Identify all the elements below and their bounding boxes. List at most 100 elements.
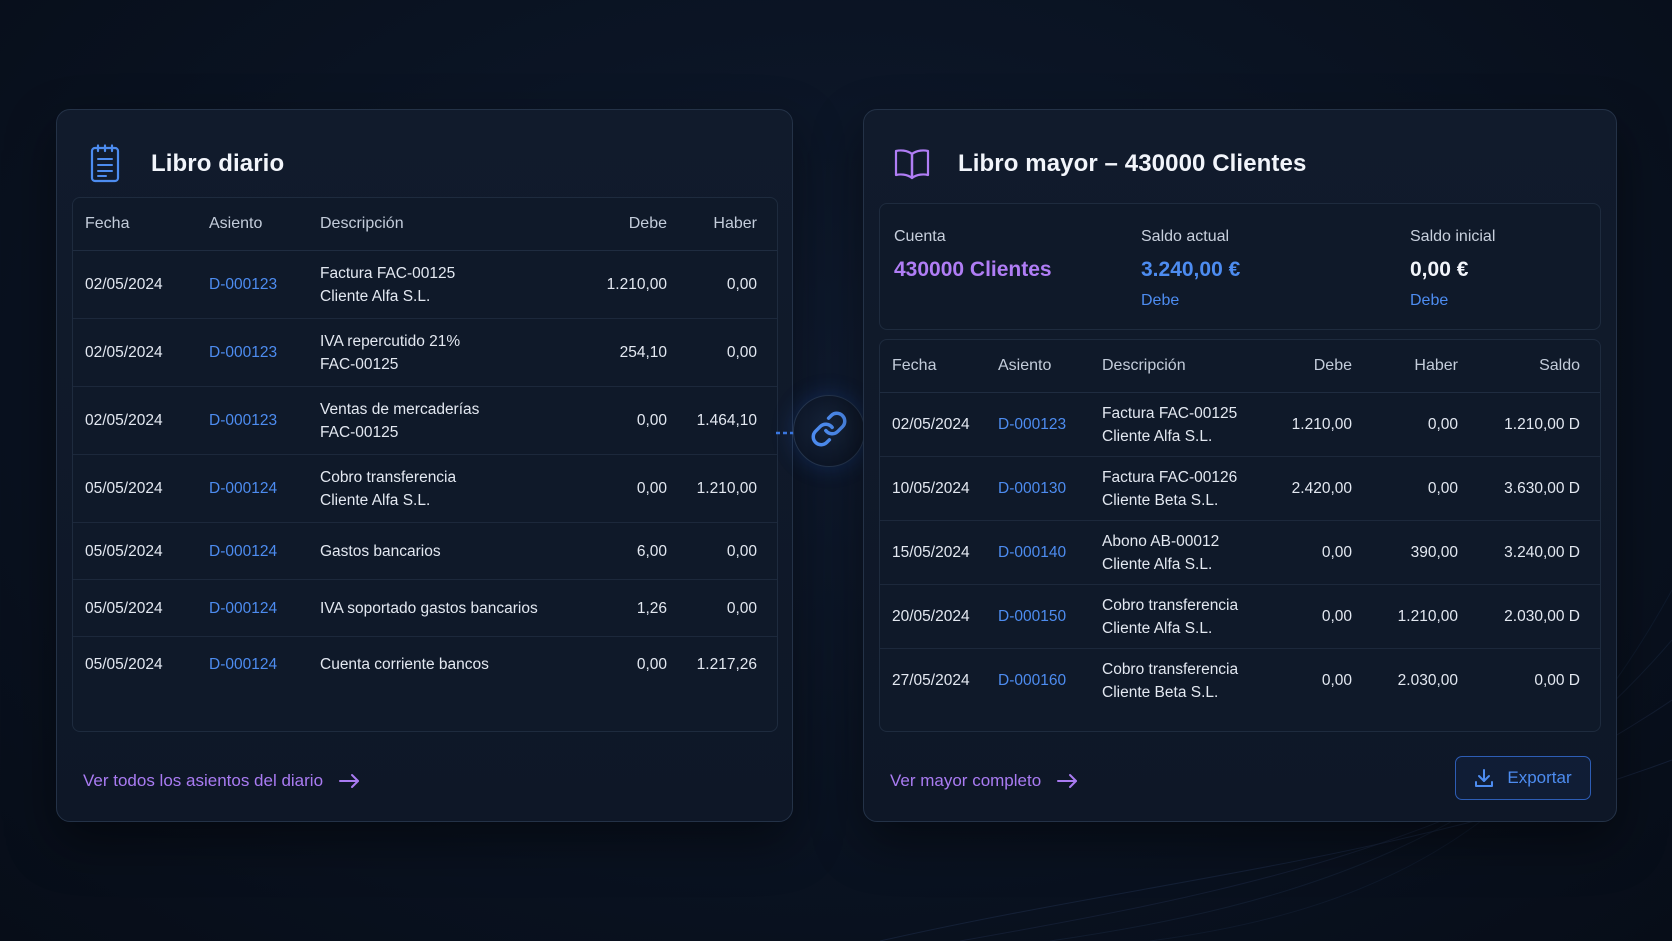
col-fecha: Fecha: [73, 198, 209, 251]
open-book-icon: [890, 142, 934, 186]
ledger-view-full-link[interactable]: Ver mayor completo: [890, 771, 1079, 791]
cell-fecha: 27/05/2024: [892, 672, 970, 690]
cell-asiento-link[interactable]: D-000124: [209, 522, 320, 580]
cell-haber: 2.030,00: [1397, 672, 1458, 690]
cell-fecha: 05/05/2024: [73, 522, 209, 580]
col-haber: Haber: [667, 198, 777, 251]
description-subline: Cliente Alfa S.L.: [320, 491, 431, 509]
col-saldo: Saldo: [1458, 340, 1600, 393]
cell-descripcion: IVA repercutido 21% FAC-00125: [320, 318, 570, 387]
cell-debe: 0,00: [1262, 520, 1352, 585]
cell-descripcion: Factura FAC-00125 Cliente Alfa S.L.: [320, 250, 570, 319]
summary-saldo-inicial: Saldo inicial 0,00 € Debe: [1410, 228, 1495, 310]
cell-asiento-link[interactable]: D-000123: [998, 392, 1102, 457]
cell-descripcion: Gastos bancarios: [320, 522, 570, 580]
cell-haber: 0,00: [667, 250, 777, 319]
journal-table: Fecha Asiento Descripción Debe Haber 02/…: [72, 197, 778, 732]
arrow-right-icon: [339, 773, 361, 789]
col-asiento: Asiento: [209, 198, 320, 251]
description-line: IVA repercutido 21%: [320, 332, 461, 350]
cell-fecha: 05/05/2024: [73, 579, 209, 637]
cell-debe: 1,26: [570, 579, 667, 637]
arrow-right-icon: [1057, 773, 1079, 789]
cell-asiento-link[interactable]: D-000124: [209, 655, 278, 673]
cell-descripcion: Ventas de mercaderías FAC-00125: [320, 386, 570, 455]
table-row: 05/05/2024 D-000124 Gastos bancarios 6,00 0,…: [73, 522, 777, 580]
description-line: Ventas de mercaderías: [320, 400, 480, 418]
export-button[interactable]: Exportar: [1455, 756, 1591, 800]
cell-debe: 0,00: [1321, 672, 1352, 690]
description-subline: FAC-00125: [320, 355, 399, 373]
cell-haber: 0,00: [667, 579, 777, 637]
cuenta-value: 430000 Clientes: [894, 258, 1052, 281]
description-line: Cuenta corriente bancos: [320, 655, 489, 673]
table-row: 02/05/2024 D-000123 Ventas de mercaderías F…: [73, 386, 777, 455]
cell-asiento-link[interactable]: D-000123: [209, 250, 320, 319]
ledger-table: Fecha Asiento Descripción Debe Haber Sal…: [879, 339, 1601, 732]
cell-asiento-link[interactable]: D-000124: [209, 454, 320, 523]
table-row: 05/05/2024 D-000124 IVA soportado gastos b…: [73, 579, 777, 637]
cell-fecha: 02/05/2024: [73, 318, 209, 387]
cell-fecha: 02/05/2024: [73, 386, 209, 455]
cuenta-label: Cuenta: [894, 228, 946, 245]
cell-fecha: 05/05/2024: [85, 655, 163, 673]
description-line: IVA soportado gastos bancarios: [320, 599, 538, 617]
cell-debe: 0,00: [570, 386, 667, 455]
cell-descripcion: Factura FAC-00125 Cliente Alfa S.L.: [1102, 392, 1262, 457]
col-haber: Haber: [1352, 340, 1458, 393]
journal-title: Libro diario: [151, 150, 285, 177]
cell-descripcion: Cuenta corriente bancos: [320, 637, 570, 692]
cell-haber: 1.210,00: [667, 454, 777, 523]
cell-asiento-link[interactable]: D-000140: [998, 520, 1102, 585]
cell-fecha: 05/05/2024: [73, 454, 209, 523]
cell-saldo: 0,00 D: [1534, 672, 1580, 690]
saldo-inicial-label: Saldo inicial: [1410, 228, 1496, 245]
table-row: 02/05/2024 D-000123 Factura FAC-00125 Clien…: [73, 250, 777, 319]
cell-debe: 6,00: [570, 522, 667, 580]
description-subline: Cliente Alfa S.L.: [1102, 619, 1213, 637]
cell-descripcion: Abono AB-00012 Cliente Alfa S.L.: [1102, 520, 1262, 585]
cell-asiento-link[interactable]: D-000150: [998, 584, 1102, 649]
journal-header: Libro diario: [83, 134, 284, 194]
cell-haber: 0,00: [1352, 456, 1458, 521]
cell-descripcion: IVA soportado gastos bancarios: [320, 579, 570, 637]
description-line: Factura FAC-00125: [1102, 404, 1238, 422]
cell-haber: 0,00: [667, 318, 777, 387]
journal-view-all-link[interactable]: Ver todos los asientos del diario: [83, 771, 361, 791]
cell-asiento-link[interactable]: D-000123: [209, 318, 320, 387]
saldo-actual-side: Debe: [1141, 292, 1180, 309]
saldo-inicial-value: 0,00 €: [1410, 258, 1469, 281]
ledger-view-full-label: Ver mayor completo: [890, 771, 1042, 790]
table-row: 05/05/2024 D-000124 Cobro transferencia Cli…: [73, 454, 777, 523]
cell-asiento-link[interactable]: D-000160: [998, 672, 1067, 690]
table-row: 02/05/2024 D-000123 IVA repercutido 21% FAC…: [73, 318, 777, 387]
cell-fecha: 20/05/2024: [880, 584, 998, 649]
cell-haber: 0,00: [667, 522, 777, 580]
export-label: Exportar: [1507, 768, 1572, 787]
col-descripcion: Descripción: [320, 198, 570, 251]
description-line: Abono AB-00012: [1102, 532, 1220, 550]
cell-debe: 0,00: [1262, 584, 1352, 649]
description-subline: Cliente Alfa S.L.: [1102, 555, 1213, 573]
table-row: 02/05/2024 D-000123 Factura FAC-00125 Clien…: [880, 392, 1600, 457]
summary-cuenta: Cuenta 430000 Clientes: [894, 228, 1052, 282]
ledger-title: Libro mayor – 430000 Clientes: [958, 150, 1307, 177]
cell-asiento-link[interactable]: D-000130: [998, 456, 1102, 521]
cell-descripcion: Cobro transferencia Cliente Alfa S.L.: [1102, 584, 1262, 649]
cell-asiento-link[interactable]: D-000123: [209, 386, 320, 455]
table-row: 10/05/2024 D-000130 Factura FAC-00126 Clien…: [880, 456, 1600, 521]
journal-panel: Libro diario Fecha Asiento Descripción D…: [56, 109, 793, 822]
cell-asiento-link[interactable]: D-000124: [209, 579, 320, 637]
cell-fecha: 10/05/2024: [880, 456, 998, 521]
description-subline: Cliente Beta S.L.: [1102, 491, 1219, 509]
col-fecha: Fecha: [880, 340, 998, 393]
table-row: 20/05/2024 D-000150 Cobro transferencia Cli…: [880, 584, 1600, 649]
description-subline: Cliente Alfa S.L.: [320, 287, 431, 305]
description-line: Gastos bancarios: [320, 542, 441, 560]
table-row: 15/05/2024 D-000140 Abono AB-00012 Cliente …: [880, 520, 1600, 585]
description-line: Cobro transferencia: [1102, 660, 1239, 678]
col-debe: Debe: [570, 198, 667, 251]
cell-debe: 0,00: [636, 655, 667, 673]
cell-haber: 390,00: [1352, 520, 1458, 585]
col-descripcion: Descripción: [1102, 340, 1262, 393]
